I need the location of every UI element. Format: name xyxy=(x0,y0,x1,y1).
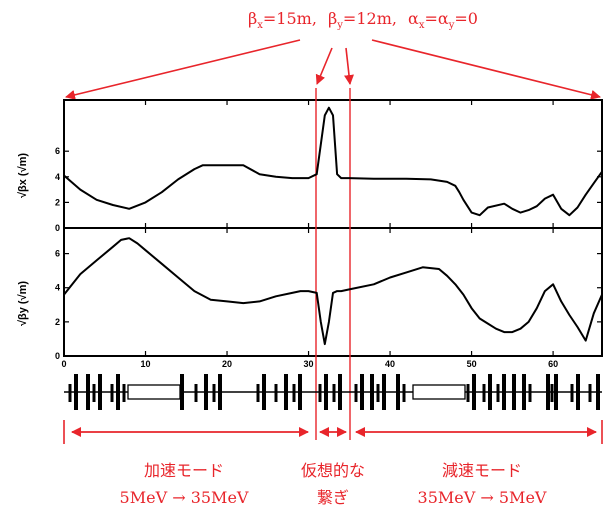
x-tick-label-40: 40 xyxy=(385,359,395,369)
y-tick-label-1-2: 2 xyxy=(55,317,60,327)
section-decel-label2: 35MeV → 5MeV xyxy=(418,488,547,507)
plot-frame-by xyxy=(63,227,603,357)
dipole-magnet xyxy=(376,384,380,402)
y-tick-label-0-2: 2 xyxy=(55,197,60,207)
dipole-magnet xyxy=(332,384,336,402)
y-tick-label-0-0: 0 xyxy=(55,223,60,233)
dipole-magnet xyxy=(68,384,72,402)
quadrupole-magnet xyxy=(472,374,476,410)
quadrupole-magnet xyxy=(576,374,580,410)
section-accel-label1: 加速モード xyxy=(144,461,224,480)
x-tick-label-60: 60 xyxy=(548,359,558,369)
quadrupole-magnet xyxy=(396,374,400,410)
dipole-magnet xyxy=(570,384,574,402)
x-tick-label-20: 20 xyxy=(222,359,232,369)
quadrupole-magnet xyxy=(488,374,492,410)
series-line-1-0 xyxy=(63,237,603,346)
annotation-arrows xyxy=(65,39,601,100)
section-decel-label1: 減速モード xyxy=(442,461,522,480)
y-tick-label-1-6: 6 xyxy=(55,249,60,259)
series-line-0-0 xyxy=(63,106,603,217)
dipole-magnet xyxy=(482,384,486,402)
y-tick-label-1-4: 4 xyxy=(55,283,60,293)
dipole-magnet xyxy=(402,384,406,402)
dipole-magnet xyxy=(528,384,532,402)
arrow-to-end xyxy=(371,39,601,100)
quadrupole-magnet xyxy=(180,374,184,410)
section-arrows xyxy=(63,420,603,444)
dipole-magnet xyxy=(256,384,260,402)
quadrupole-magnet xyxy=(370,374,374,410)
quadrupole-magnet xyxy=(596,374,600,410)
arrow-to-junction-right xyxy=(344,47,354,85)
dipole-magnet xyxy=(92,384,96,402)
x-tick-label-30: 30 xyxy=(304,359,314,369)
y-tick-label-1-0: 0 xyxy=(55,351,60,361)
section-dividers xyxy=(315,88,351,440)
section-accel-label2: 5MeV → 35MeV xyxy=(120,488,249,507)
lattice-schematic xyxy=(64,374,602,410)
quadrupole-magnet xyxy=(116,374,120,410)
dipole-magnet xyxy=(466,384,470,402)
quadrupole-magnet xyxy=(382,374,386,410)
dipole-magnet xyxy=(496,384,500,402)
quadrupole-magnet xyxy=(502,374,506,410)
quadrupole-magnet xyxy=(512,374,516,410)
accel-cavity xyxy=(127,384,181,400)
quadrupole-magnet xyxy=(86,374,90,410)
dipole-magnet xyxy=(212,384,216,402)
y-tick-label-0-4: 4 xyxy=(55,172,60,182)
dipole-magnet xyxy=(122,384,126,402)
x-tick-label-0: 0 xyxy=(61,359,66,369)
quadrupole-magnet xyxy=(338,374,342,410)
quadrupole-magnet xyxy=(284,374,288,410)
dipole-magnet xyxy=(194,384,198,402)
arrow-to-start xyxy=(65,39,301,100)
quadrupole-magnet xyxy=(204,374,208,410)
section-link-label2: 繋ぎ xyxy=(317,488,349,507)
quadrupole-magnet xyxy=(554,374,558,410)
quadrupole-magnet xyxy=(360,374,364,410)
dipole-magnet xyxy=(110,384,114,402)
quadrupole-magnet xyxy=(98,374,102,410)
top-annotation: βx=15m, βy=12m, αx=αy=0 xyxy=(248,9,478,31)
dipole-magnet xyxy=(588,384,592,402)
dipole-magnet xyxy=(550,384,554,402)
x-tick-label-10: 10 xyxy=(141,359,151,369)
quadrupole-magnet xyxy=(522,374,526,410)
decel-cavity xyxy=(412,384,466,400)
x-tick-label-50: 50 xyxy=(467,359,477,369)
dipole-magnet xyxy=(354,384,358,402)
dipole-magnet xyxy=(318,384,322,402)
y-tick-label-0-6: 6 xyxy=(55,146,60,156)
section-link-label1: 仮想的な xyxy=(301,461,365,480)
quadrupole-magnet xyxy=(262,374,266,410)
quadrupole-magnet xyxy=(74,374,78,410)
dipole-magnet xyxy=(292,384,296,402)
quadrupole-magnet xyxy=(546,374,550,410)
quadrupole-magnet xyxy=(298,374,302,410)
ylabel-by: √βy (√m) xyxy=(17,281,29,326)
ylabel-bx: √βx (√m) xyxy=(17,153,29,198)
dipole-magnet xyxy=(274,384,278,402)
arrow-to-junction-left xyxy=(315,47,333,85)
quadrupole-magnet xyxy=(218,374,222,410)
quadrupole-magnet xyxy=(324,374,328,410)
